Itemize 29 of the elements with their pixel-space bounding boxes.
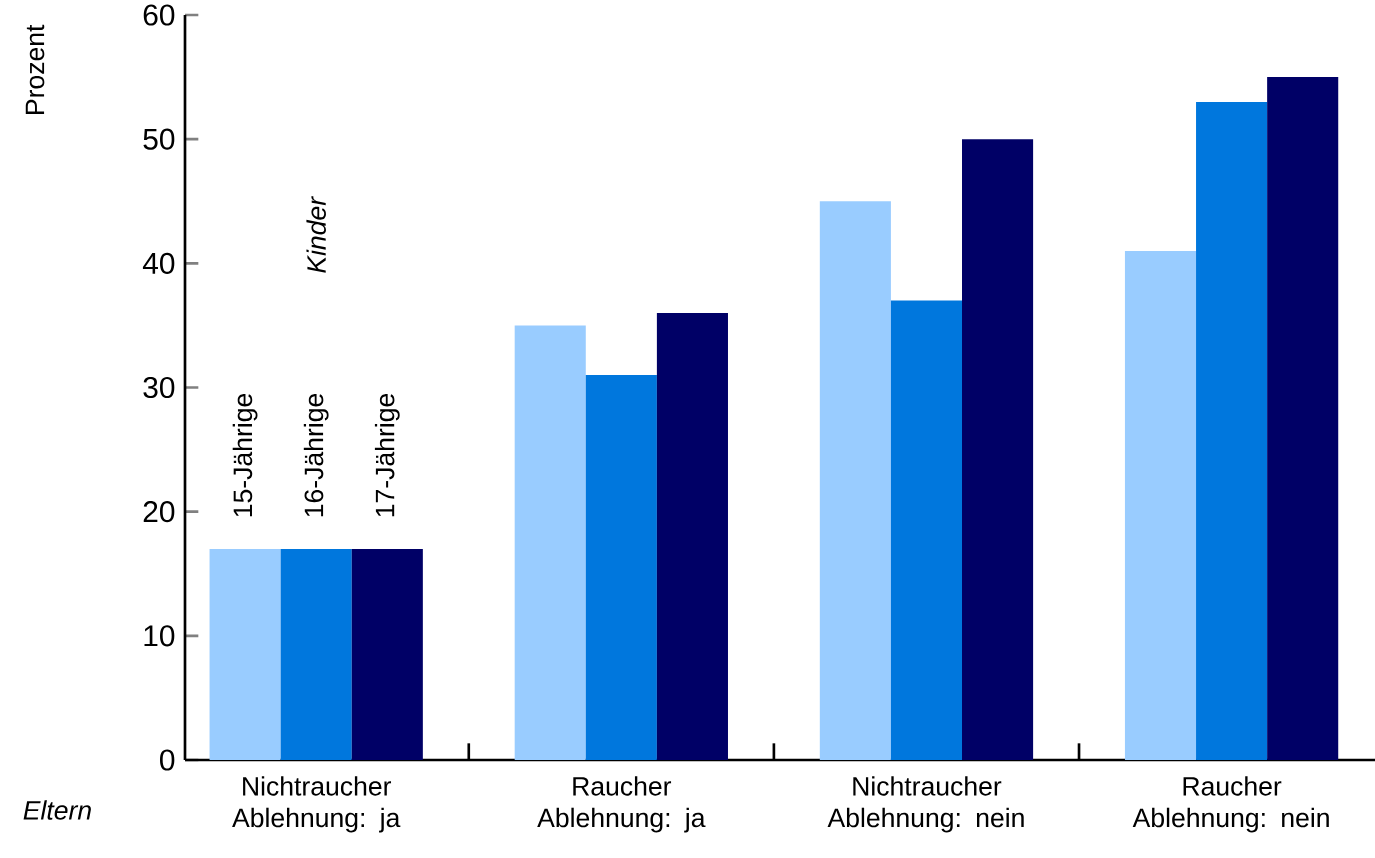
- y-tick-label: 30: [143, 376, 175, 399]
- bar: [656, 313, 728, 760]
- bar: [351, 548, 423, 760]
- bar: [1124, 250, 1197, 760]
- y-axis-title: Prozent: [25, 24, 45, 114]
- bar: [585, 375, 657, 760]
- legend-title: Kinder: [306, 196, 326, 273]
- y-tick-label: 50: [143, 128, 175, 150]
- bar: [514, 325, 586, 760]
- x-tick-label: Nichtraucher Ablehnung: nein: [827, 776, 1024, 833]
- y-tick-label: 60: [143, 4, 175, 26]
- x-tick-label: Raucher Ablehnung: ja: [537, 776, 706, 833]
- y-tick-label: 20: [143, 501, 175, 523]
- text: 16-Jährige: [303, 393, 329, 517]
- x-tick-label: Nichtraucher Ablehnung: ja: [232, 776, 401, 833]
- x-axis-title: Eltern: [23, 800, 91, 820]
- x-tick-label: Raucher Ablehnung: nein: [1132, 776, 1329, 833]
- text: 15-Jährige: [232, 393, 258, 517]
- bar: [819, 201, 891, 760]
- bar: [1267, 77, 1339, 760]
- bar: [209, 548, 281, 760]
- bar: [1196, 101, 1268, 760]
- bar: [962, 139, 1034, 760]
- text: 17-Jährige: [374, 393, 400, 517]
- bar: [890, 300, 963, 760]
- y-tick-label: 40: [142, 252, 175, 274]
- bar: [280, 548, 352, 760]
- y-tick-label: 10: [144, 625, 175, 647]
- y-tick-label: 0: [160, 749, 175, 771]
